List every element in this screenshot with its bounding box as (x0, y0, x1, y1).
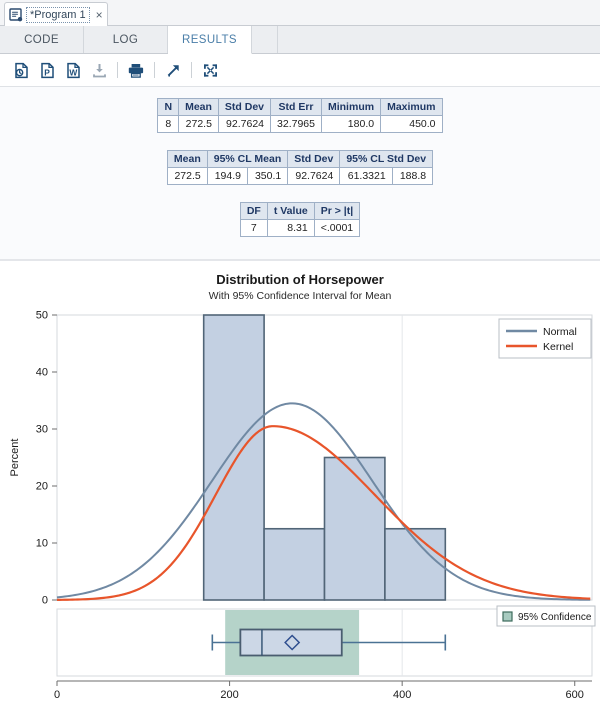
program-tab[interactable]: *Program 1 × (4, 2, 108, 26)
col-cl-mean: 95% CL Mean (206, 150, 289, 168)
cell-std-dev: 92.7624 (287, 167, 341, 185)
col-t-value: t Value (266, 202, 315, 220)
cell-n: 8 (157, 115, 180, 133)
summary-statistics-table: N Mean Std Dev Std Err Minimum Maximum 8… (157, 98, 443, 133)
chart-canvas: 0 10 20 30 40 50 Percent Normal Kernel 95% Confid… (9, 310, 596, 701)
close-icon[interactable]: × (95, 7, 103, 22)
program-tab-label: *Program 1 (26, 6, 90, 23)
toolbar-divider-1 (117, 62, 118, 78)
svg-text:P: P (44, 67, 50, 77)
y-axis-tick-label: 0 (42, 595, 48, 607)
col-cl-std-dev: 95% CL Std Dev (339, 150, 434, 168)
confidence-legend-label: 95% Confidence (518, 612, 592, 623)
table-header-row: DF t Value Pr > |t| (239, 202, 361, 220)
y-axis-tick-label: 30 (36, 424, 48, 436)
col-p-value: Pr > |t| (313, 202, 361, 220)
boxplot-box (239, 628, 343, 657)
histogram-bar (323, 456, 386, 601)
tab-strip-filler (252, 26, 278, 53)
legend-label-normal: Normal (543, 326, 577, 338)
table-header-row: Mean 95% CL Mean Std Dev 95% CL Std Dev (166, 150, 434, 168)
export-word-button[interactable]: W (60, 57, 86, 83)
print-button[interactable] (123, 57, 149, 83)
tab-results[interactable]: RESULTS (168, 26, 252, 54)
col-std-err: Std Err (270, 98, 322, 116)
toolbar-divider-3 (191, 62, 192, 78)
y-axis-label: Percent (9, 439, 21, 477)
tab-code[interactable]: CODE (0, 26, 84, 53)
cell-cl-std-dev-upper: 188.8 (391, 167, 434, 185)
chart-title: Distribution of Horsepower (216, 272, 384, 287)
col-n: N (157, 98, 180, 116)
distribution-chart: Distribution of Horsepower With 95% Conf… (0, 263, 600, 709)
y-axis-tick-label: 10 (36, 538, 48, 550)
cell-cl-mean-lower: 194.9 (206, 167, 249, 185)
export-pdf-button[interactable]: P (34, 57, 60, 83)
col-df: DF (239, 202, 268, 220)
cell-df: 7 (239, 219, 268, 237)
histogram-bar (202, 314, 265, 601)
histogram-bar (263, 527, 326, 601)
y-axis-tick-label: 40 (36, 367, 48, 379)
legend-label-kernel: Kernel (543, 341, 573, 353)
col-std-dev: Std Dev (287, 150, 341, 168)
cell-maximum: 450.0 (380, 115, 443, 133)
cell-std-dev: 92.7624 (217, 115, 272, 133)
toolbar-divider-2 (154, 62, 155, 78)
x-axis-tick-label: 400 (393, 689, 411, 701)
cell-p-value: <.0001 (313, 219, 361, 237)
y-axis-tick-label: 20 (36, 481, 48, 493)
results-output-pane: N Mean Std Dev Std Err Minimum Maximum 8… (0, 87, 600, 261)
col-mean: Mean (178, 98, 219, 116)
x-axis-tick-label: 0 (54, 689, 60, 701)
svg-text:W: W (69, 67, 77, 77)
boxplot-mean-marker (284, 634, 301, 651)
results-view-tabs: CODE LOG RESULTS (0, 26, 600, 54)
kernel-curve (56, 425, 591, 601)
table-row: 7 8.31 <.0001 (239, 219, 361, 237)
table-row: 272.5 194.9 350.1 92.7624 61.3321 188.8 (166, 167, 434, 185)
program-file-icon (9, 7, 23, 22)
col-mean: Mean (166, 150, 208, 168)
x-axis-tick-label: 600 (566, 689, 584, 701)
open-in-new-window-button[interactable] (160, 57, 186, 83)
col-std-dev: Std Dev (217, 98, 272, 116)
results-toolbar: P W (0, 54, 600, 87)
y-axis-tick-label: 50 (36, 310, 48, 322)
confidence-legend-swatch (502, 611, 513, 622)
table-row: 8 272.5 92.7624 32.7965 180.0 450.0 (157, 115, 443, 133)
export-html-button[interactable] (8, 57, 34, 83)
col-minimum: Minimum (320, 98, 382, 116)
window-tab-strip: *Program 1 × (0, 0, 600, 26)
x-axis-tick-label: 200 (220, 689, 238, 701)
cell-cl-std-dev-lower: 61.3321 (339, 167, 393, 185)
t-test-table: DF t Value Pr > |t| 7 8.31 <.0001 (239, 202, 361, 237)
confidence-limits-table: Mean 95% CL Mean Std Dev 95% CL Std Dev … (166, 150, 434, 185)
cell-cl-mean-upper: 350.1 (246, 167, 289, 185)
boxplot-legend (496, 605, 596, 627)
chart-subtitle: With 95% Confidence Interval for Mean (208, 290, 392, 302)
cell-mean: 272.5 (178, 115, 219, 133)
tab-log[interactable]: LOG (84, 26, 168, 53)
cell-t-value: 8.31 (266, 219, 315, 237)
minimize-maximize-button[interactable] (197, 57, 223, 83)
col-maximum: Maximum (380, 98, 443, 116)
cell-mean: 272.5 (166, 167, 208, 185)
cell-minimum: 180.0 (320, 115, 382, 133)
normal-curve (56, 402, 591, 601)
table-header-row: N Mean Std Dev Std Err Minimum Maximum (157, 98, 443, 116)
chart-legend (498, 318, 592, 359)
download-results-button[interactable] (86, 57, 112, 83)
cell-std-err: 32.7965 (270, 115, 322, 133)
